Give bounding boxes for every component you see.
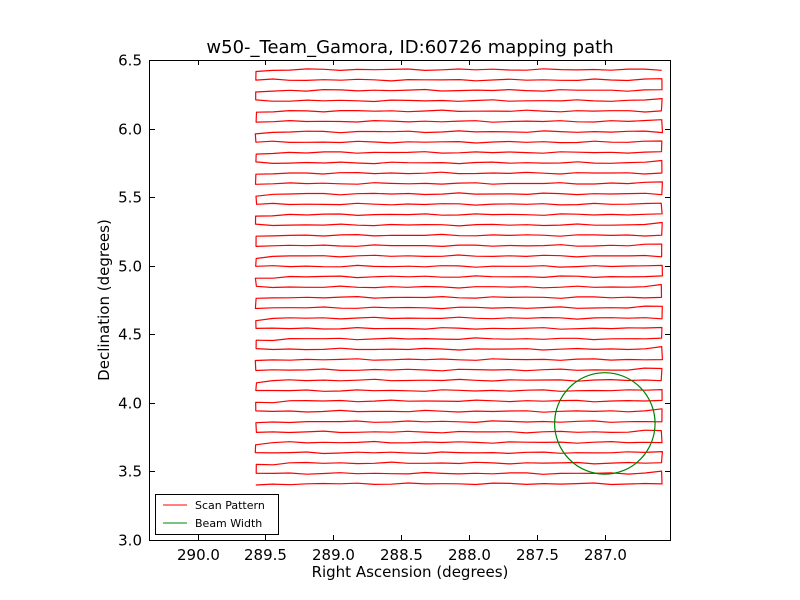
y-tick-label: 3.0 bbox=[118, 532, 142, 550]
data-layer bbox=[254, 68, 664, 486]
tick-layer: 290.0 289.5 289.0 288.5 288.0 287.5 287.0 3.0 3.… bbox=[118, 52, 670, 564]
y-axis-label: Declination (degrees) bbox=[95, 219, 113, 381]
x-tick-label: 289.5 bbox=[244, 546, 287, 564]
y-tick-label: 4.0 bbox=[118, 395, 142, 413]
x-tick-label: 289.0 bbox=[312, 546, 355, 564]
x-tick-label: 288.5 bbox=[380, 546, 423, 564]
legend-frame bbox=[155, 494, 279, 535]
legend-label-beam-width: Beam Width bbox=[195, 517, 262, 530]
y-tick-label: 5.5 bbox=[118, 189, 142, 207]
legend: Scan Pattern Beam Width bbox=[155, 494, 279, 535]
series-scan-pattern bbox=[254, 68, 664, 486]
x-axis-label: Right Ascension (degrees) bbox=[312, 563, 509, 581]
chart-title: w50-_Team_Gamora, ID:60726 mapping path bbox=[206, 37, 613, 58]
y-tick-label: 6.5 bbox=[118, 52, 142, 70]
y-tick-label: 5.0 bbox=[118, 258, 142, 276]
x-tick-label: 290.0 bbox=[177, 546, 220, 564]
y-tick-label: 6.0 bbox=[118, 121, 142, 139]
x-tick-label: 287.0 bbox=[584, 546, 627, 564]
y-tick-label: 4.5 bbox=[118, 326, 142, 344]
y-tick-label: 3.5 bbox=[118, 463, 142, 481]
legend-label-scan-pattern: Scan Pattern bbox=[195, 499, 265, 512]
plot-frame bbox=[149, 60, 671, 541]
series-beam-width bbox=[553, 372, 656, 475]
x-tick-label: 288.0 bbox=[448, 546, 491, 564]
x-tick-label: 287.5 bbox=[516, 546, 559, 564]
